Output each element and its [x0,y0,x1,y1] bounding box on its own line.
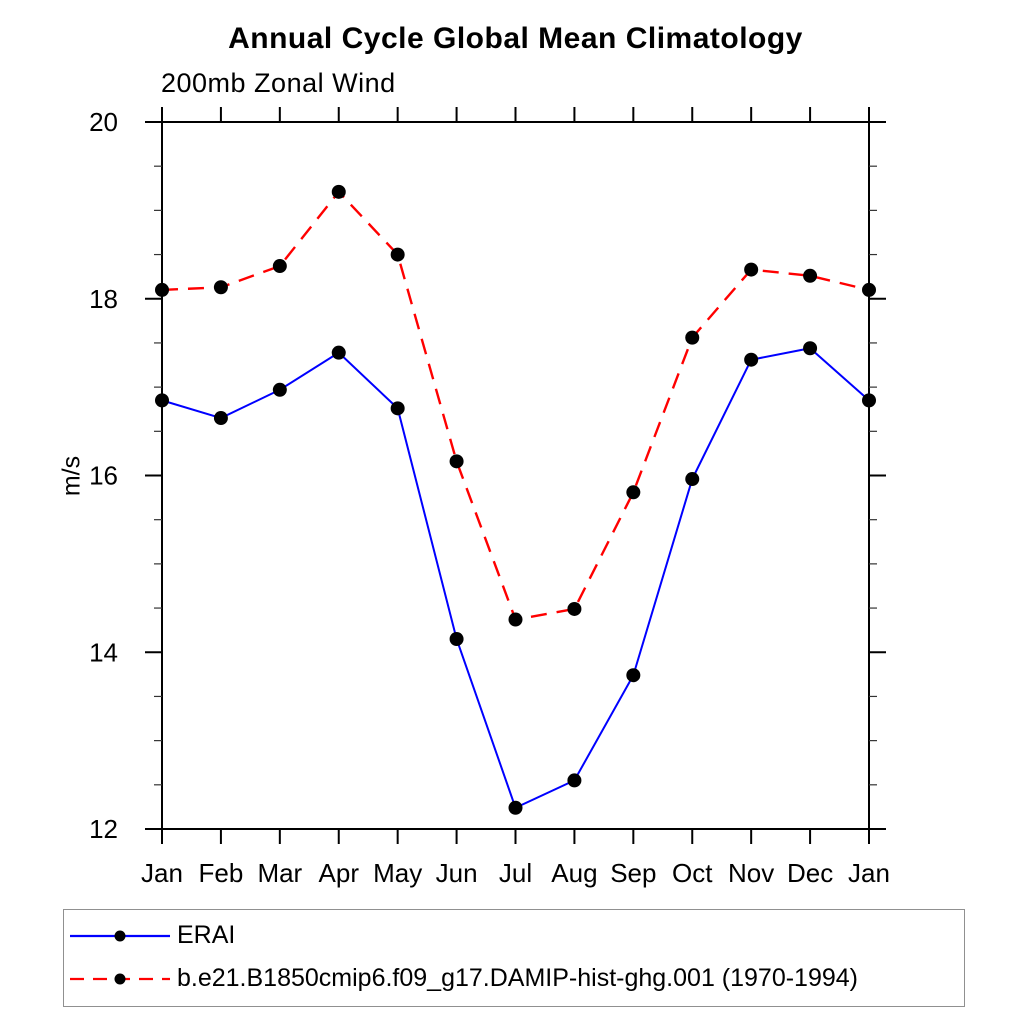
legend-marker-icon [114,973,126,984]
x-tick-label: Feb [199,858,244,888]
x-tick-label: Jul [499,858,532,888]
data-point-marker [803,268,818,283]
x-tick-label: Mar [257,858,302,888]
data-point-marker [508,612,523,627]
chart-title: Annual Cycle Global Mean Climatology [228,22,803,55]
legend: ERAI b.e21.B1850cmip6.f09_g17.DAMIP-hist-… [63,909,965,1007]
x-tick-label: Jun [436,858,478,888]
chart-subtitle: 200mb Zonal Wind [161,68,396,98]
x-tick-label: Jan [848,858,890,888]
data-point-marker [449,454,464,469]
x-axis: Jan Feb Mar Apr May Jun Jul Aug Sep Oct Nov Dec Jan [141,107,890,888]
data-point-marker [449,631,464,646]
legend-label: ERAI [177,921,236,949]
x-tick-label: May [373,858,422,888]
x-tick-label: Dec [787,858,833,888]
legend-item: ERAI [64,914,964,957]
data-point-marker [567,601,582,616]
data-point-marker [155,393,169,408]
data-point-marker [390,401,405,416]
y-tick-label: 12 [89,814,118,844]
x-tick-label: Nov [728,858,774,888]
x-tick-label: Oct [672,858,713,888]
data-point-marker [803,341,818,356]
series-path [161,347,870,810]
x-tick-label: Apr [319,858,360,888]
series-markers-1 [155,184,876,627]
y-tick-label: 16 [89,461,118,491]
data-point-marker [508,800,523,815]
data-point-marker [626,668,641,683]
legend-label: b.e21.B1850cmip6.f09_g17.DAMIP-hist-ghg.… [177,964,858,992]
data-point-marker [567,773,582,788]
legend-line-sample [70,930,170,941]
y-tick-label: 18 [89,284,118,314]
x-tick-label: Aug [551,858,597,888]
data-point-marker [331,345,346,360]
legend-item: b.e21.B1850cmip6.f09_g17.DAMIP-hist-ghg.… [64,957,964,1000]
y-tick-label: 14 [89,637,118,667]
series-markers-0 [155,341,876,815]
legend-line-sample [70,973,170,984]
plot-frame [161,121,870,830]
data-point-marker [331,184,346,199]
data-point-marker [685,330,700,345]
data-point-marker [685,472,700,487]
data-point-marker [862,282,876,297]
data-point-marker [744,352,759,367]
data-point-marker [862,393,876,408]
series-line-0 [161,347,870,810]
data-point-marker [744,262,759,277]
data-point-marker [390,247,405,262]
data-point-marker [213,280,228,295]
legend-marker-icon [114,930,126,941]
x-tick-label: Jan [141,858,183,888]
x-tick-label: Sep [610,858,656,888]
data-point-marker [272,382,287,397]
y-axis: 12 14 16 18 20 [89,107,886,844]
y-tick-label: 20 [89,107,118,137]
data-point-marker [213,411,228,426]
plot-area: Jan Feb Mar Apr May Jun Jul Aug Sep Oct Nov Dec Jan 1… [89,107,890,888]
series-line-1 [161,189,870,621]
data-point-marker [155,282,169,297]
data-point-marker [626,485,641,500]
data-point-marker [272,259,287,274]
series-path [161,189,870,621]
